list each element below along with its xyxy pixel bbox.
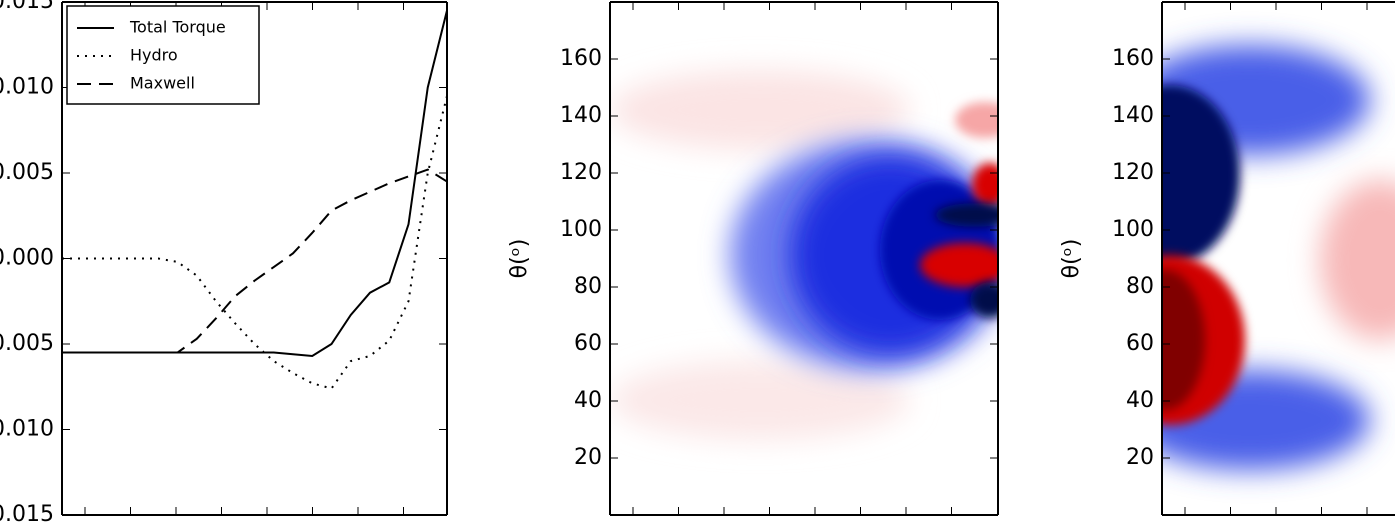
y-axis-label: θ(ᵒ) bbox=[507, 239, 532, 279]
legend-box bbox=[66, 5, 260, 105]
y-tick-label: 20 bbox=[1126, 445, 1154, 470]
y-tick-label: 80 bbox=[574, 274, 602, 299]
legend: Total Torque Hydro Maxwell bbox=[66, 5, 260, 105]
legend-label: Hydro bbox=[130, 46, 178, 65]
y-tick-label: 160 bbox=[1112, 46, 1154, 71]
line-series bbox=[62, 168, 448, 354]
y-tick-label: 120 bbox=[1112, 160, 1154, 185]
y-tick-label: 0.010 bbox=[0, 75, 54, 100]
y-tick-label: 40 bbox=[1126, 388, 1154, 413]
y-tick-label: 0.005 bbox=[0, 160, 54, 185]
y-tick-label: 0.015 bbox=[0, 0, 54, 14]
y-tick-label: -0.005 bbox=[0, 331, 54, 356]
y-tick-label: 140 bbox=[560, 103, 602, 128]
legend-label: Maxwell bbox=[130, 74, 195, 93]
y-tick-label: 60 bbox=[1126, 331, 1154, 356]
y-axis-label: θ(ᵒ) bbox=[1059, 239, 1084, 279]
line-series bbox=[62, 10, 448, 357]
y-tick-label: 100 bbox=[560, 217, 602, 242]
y-tick-label: 0.000 bbox=[0, 246, 54, 271]
y-tick-label: -0.015 bbox=[0, 502, 54, 524]
line-series bbox=[62, 95, 448, 390]
heatmap-field bbox=[1162, 45, 1395, 470]
y-tick-label: 140 bbox=[1112, 103, 1154, 128]
y-tick-label: -0.010 bbox=[0, 417, 54, 442]
legend-label: Total Torque bbox=[129, 18, 226, 37]
y-tick-label: 40 bbox=[574, 388, 602, 413]
y-tick-label: 100 bbox=[1112, 217, 1154, 242]
y-tick-label: 120 bbox=[560, 160, 602, 185]
y-tick-label: 160 bbox=[560, 46, 602, 71]
y-tick-label: 20 bbox=[574, 445, 602, 470]
heatmap-field bbox=[610, 70, 998, 440]
y-tick-label: 60 bbox=[574, 331, 602, 356]
y-tick-label: 80 bbox=[1126, 274, 1154, 299]
